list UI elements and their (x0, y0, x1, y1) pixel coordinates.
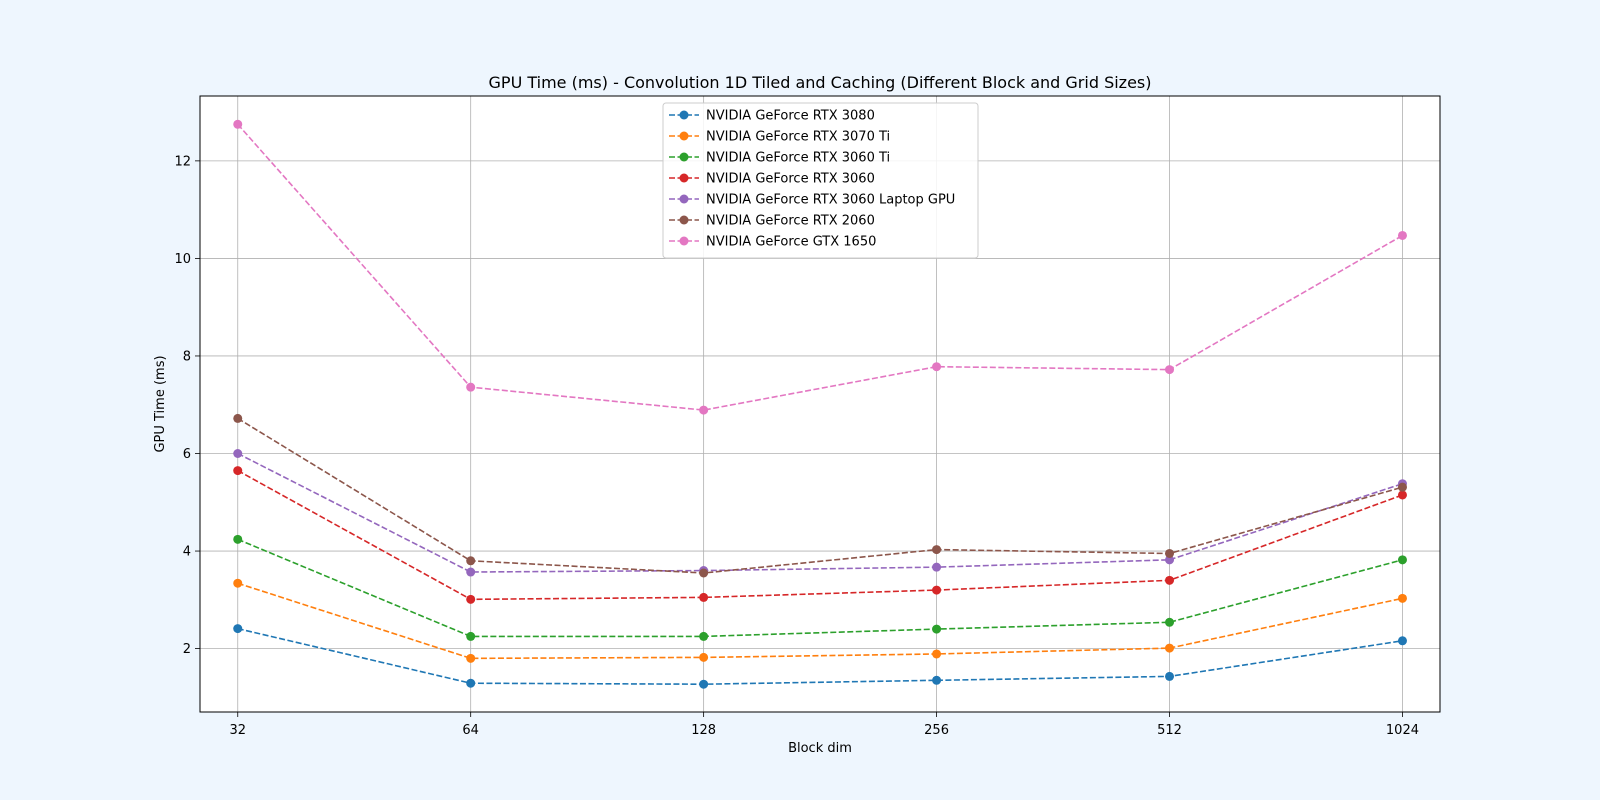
legend-label: NVIDIA GeForce RTX 3060 Ti (706, 151, 890, 166)
data-point (932, 562, 942, 572)
series-3 (233, 534, 1407, 641)
x-tick-label: 32 (229, 723, 246, 738)
data-point (1165, 671, 1175, 681)
y-tick-label: 8 (183, 349, 191, 364)
y-tick-label: 12 (174, 154, 191, 169)
data-point (1165, 555, 1175, 565)
data-point (233, 624, 243, 634)
data-point (932, 649, 942, 659)
series-layer (233, 119, 1407, 689)
series-line (237, 123, 1403, 411)
legend-marker (679, 110, 689, 120)
y-tick-label: 6 (183, 447, 191, 462)
data-point (466, 556, 476, 566)
y-tick-label: 4 (183, 545, 191, 560)
legend-marker (679, 236, 689, 246)
x-axis-ticks: 32 64 128 256 512 1024 (229, 712, 1419, 738)
data-point (233, 119, 243, 129)
series-2 (233, 578, 1407, 663)
legend-label: NVIDIA GeForce RTX 2060 (706, 214, 875, 229)
data-point (1165, 617, 1175, 627)
data-point (466, 678, 476, 688)
legend-label: NVIDIA GeForce RTX 3060 Laptop GPU (706, 193, 955, 208)
data-point (233, 578, 243, 588)
data-point (1397, 555, 1407, 565)
legend-label: NVIDIA GeForce RTX 3080 (706, 109, 875, 124)
legend-marker (679, 173, 689, 183)
data-point (699, 631, 709, 641)
data-point (466, 382, 476, 392)
data-point (233, 534, 243, 544)
data-point (699, 568, 709, 578)
legend-item: NVIDIA GeForce RTX 3060 Ti (669, 151, 890, 166)
legend-item: NVIDIA GeForce RTX 3060 (669, 172, 875, 187)
plot-frame (199, 95, 1441, 713)
x-tick-label: 128 (691, 723, 716, 738)
series-line (237, 469, 1403, 601)
data-point (1165, 575, 1175, 585)
legend-item: NVIDIA GeForce GTX 1650 (669, 235, 876, 250)
series-line (237, 538, 1403, 638)
data-point (233, 413, 243, 423)
x-tick-label: 64 (462, 723, 479, 738)
legend-item: NVIDIA GeForce RTX 3060 Laptop GPU (669, 193, 955, 208)
legend-marker (679, 215, 689, 225)
y-tick-label: 10 (174, 252, 191, 267)
data-point (932, 545, 942, 555)
data-point (699, 405, 709, 415)
legend: NVIDIA GeForce RTX 3080 NVIDIA GeForce RT… (662, 102, 979, 259)
series-line (237, 582, 1403, 660)
legend-item: NVIDIA GeForce RTX 3070 Ti (669, 130, 890, 145)
data-point (932, 585, 942, 595)
data-point (1165, 643, 1175, 653)
data-point (1397, 636, 1407, 646)
data-point (699, 592, 709, 602)
series-4 (233, 466, 1407, 604)
y-axis-ticks: 2 4 6 8 10 12 (174, 154, 200, 657)
legend-label: NVIDIA GeForce GTX 1650 (706, 235, 876, 250)
legend-box (662, 102, 979, 259)
series-line (237, 627, 1403, 686)
legend-marker (679, 152, 689, 162)
data-point (466, 567, 476, 577)
x-tick-label: 256 (924, 723, 949, 738)
x-axis-label: Block dim (788, 741, 852, 756)
data-point (1397, 490, 1407, 500)
data-point (699, 652, 709, 662)
y-axis-label: GPU Time (ms) (153, 355, 168, 452)
legend-label: NVIDIA GeForce RTX 3060 (706, 172, 875, 187)
data-point (1165, 365, 1175, 375)
data-point (932, 624, 942, 634)
x-tick-label: 1024 (1386, 723, 1419, 738)
data-point (233, 466, 243, 476)
y-tick-label: 2 (183, 642, 191, 657)
data-point (466, 594, 476, 604)
data-point (932, 675, 942, 685)
data-point (466, 631, 476, 641)
series-1 (233, 624, 1407, 689)
data-point (1397, 230, 1407, 240)
data-point (699, 679, 709, 689)
legend-label: NVIDIA GeForce RTX 3070 Ti (706, 130, 890, 145)
data-point (1397, 482, 1407, 492)
data-point (466, 653, 476, 663)
data-point (932, 362, 942, 372)
series-line (237, 452, 1403, 573)
legend-item: NVIDIA GeForce RTX 3080 (669, 109, 875, 124)
series-7 (233, 119, 1407, 415)
legend-marker (679, 194, 689, 204)
chart-title: GPU Time (ms) - Convolution 1D Tiled and… (489, 73, 1152, 92)
legend-marker (679, 131, 689, 141)
series-line (237, 417, 1403, 574)
series-6 (233, 413, 1407, 578)
x-tick-label: 512 (1157, 723, 1182, 738)
data-point (233, 449, 243, 459)
data-point (1165, 548, 1175, 558)
legend-item: NVIDIA GeForce RTX 2060 (669, 214, 875, 229)
data-point (1397, 593, 1407, 603)
